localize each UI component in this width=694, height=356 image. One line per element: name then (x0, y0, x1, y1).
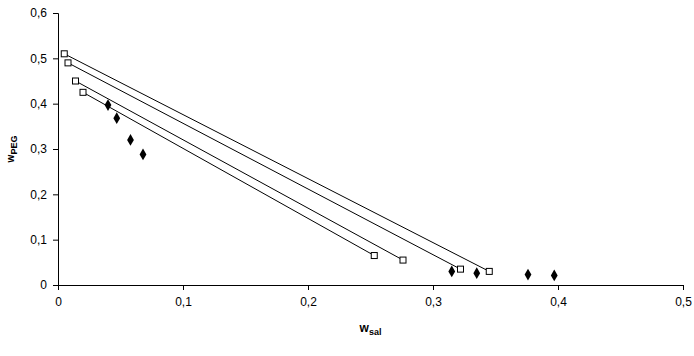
axis-title-sub: sal (369, 327, 382, 337)
y-tick: 0,4 (30, 97, 58, 111)
point (127, 134, 134, 146)
y-tick: 0,5 (30, 52, 58, 66)
x-tick-label: 0 (55, 295, 62, 309)
point (371, 253, 377, 259)
y-tick-mark (53, 285, 58, 286)
point (551, 270, 558, 282)
y-tick-label: 0,4 (30, 97, 47, 111)
axis-title-main: w (359, 321, 370, 335)
y-tick-label: 0,2 (30, 188, 47, 202)
x-tick: 0,2 (300, 285, 317, 309)
y-tick-label: 0,1 (30, 233, 47, 247)
point (525, 269, 532, 281)
x-axis: 0 0,1 0,2 0,3 0,4 0,5 (55, 285, 692, 309)
y-axis-line (53, 14, 59, 286)
x-tick: 0 (55, 285, 62, 309)
y-tick-mark (53, 240, 58, 241)
y-tick: 0,2 (30, 188, 58, 202)
y-tick: 0,6 (30, 6, 58, 20)
y-tick-label: 0 (40, 278, 47, 292)
tie-line (76, 81, 404, 260)
y-tick-mark (53, 194, 58, 195)
tie-line (83, 92, 374, 255)
x-tick: 0,1 (175, 285, 192, 309)
point (113, 112, 120, 124)
series (105, 99, 558, 281)
series (65, 60, 464, 272)
axis-title-main: w (5, 154, 16, 163)
y-tick-label: 0,3 (30, 142, 47, 156)
series (73, 78, 407, 263)
series (80, 89, 377, 258)
x-axis-line (59, 286, 684, 291)
x-tick-label: 0,4 (550, 295, 567, 309)
y-axis: 0 0,1 0,2 0,3 0,4 0,5 0,6 (30, 6, 58, 292)
y-axis-title: wPEG (5, 136, 19, 164)
y-tick-label: 0,6 (30, 6, 47, 20)
point (400, 257, 406, 263)
y-tick-mark (53, 58, 58, 59)
x-tick: 0,5 (675, 285, 692, 309)
point (105, 99, 112, 111)
tie-line (64, 54, 489, 272)
point (73, 78, 79, 84)
point (458, 266, 464, 272)
x-tick-label: 0,2 (300, 295, 317, 309)
x-tick-label: 0,5 (675, 295, 692, 309)
x-tick-label: 0,1 (175, 295, 192, 309)
series (61, 51, 492, 275)
x-tick: 0,4 (550, 285, 567, 309)
y-tick: 0,3 (30, 142, 58, 156)
x-tick: 0,3 (425, 285, 442, 309)
point (448, 266, 455, 278)
x-tick-mark (433, 285, 434, 290)
x-axis-title: wsal (359, 321, 382, 337)
x-tick-mark (308, 285, 309, 290)
point (65, 60, 71, 66)
point (61, 51, 67, 57)
point (486, 268, 492, 274)
point (473, 267, 480, 279)
y-tick: 0,1 (30, 233, 58, 247)
x-tick-mark (183, 285, 184, 290)
x-tick-mark (683, 285, 684, 290)
tie-line (68, 63, 461, 269)
y-tick-mark (53, 13, 58, 14)
axis-title-sub: PEG (9, 136, 19, 155)
y-tick-mark (53, 149, 58, 150)
chart: 00,10,20,30,40,500,10,20,30,40,50,6wsalw… (0, 0, 694, 356)
point (140, 149, 147, 161)
point (80, 89, 86, 95)
y-tick: 0 (40, 278, 58, 292)
y-tick-label: 0,5 (30, 52, 47, 66)
plot-area (61, 51, 557, 282)
y-tick-mark (53, 104, 58, 105)
x-tick-label: 0,3 (425, 295, 442, 309)
x-tick-mark (558, 285, 559, 290)
